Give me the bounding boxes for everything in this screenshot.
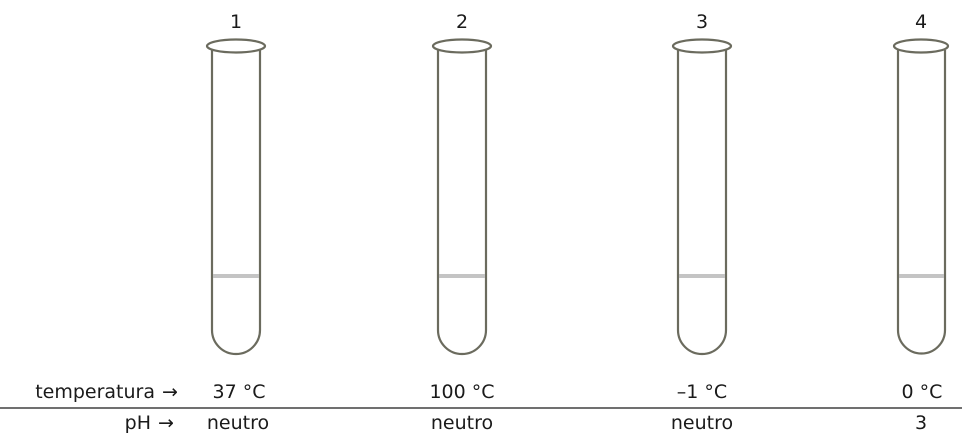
ph-value-2: neutro [431, 412, 493, 434]
tube-rim-3 [671, 38, 733, 54]
test-tube-3: 3 [671, 11, 733, 356]
temperature-arrow: → [162, 381, 178, 403]
ph-value-3: neutro [671, 412, 733, 434]
temperature-value-3: –1 °C [677, 381, 727, 403]
test-tube-2: 2 [431, 11, 493, 356]
temperature-row: temperatura → 37 °C 100 °C –1 °C 0 °C [35, 381, 942, 403]
ph-value-1: neutro [207, 412, 269, 434]
tube-body-1 [210, 50, 262, 356]
tube-number-4: 4 [915, 11, 927, 33]
tube-body-2 [436, 50, 488, 356]
ph-value-4: 3 [915, 412, 927, 434]
temperature-value-1: 37 °C [213, 381, 266, 403]
ph-arrow: → [158, 412, 174, 434]
temperature-row-label: temperatura [35, 381, 155, 403]
temperature-value-2: 100 °C [429, 381, 494, 403]
test-tube-1: 1 [205, 11, 267, 356]
tube-rim-4 [892, 38, 950, 54]
ph-row: pH → neutro neutro neutro 3 [125, 412, 927, 434]
tube-body-3 [676, 50, 728, 356]
tube-number-3: 3 [696, 11, 708, 33]
temperature-value-4: 0 °C [902, 381, 943, 403]
test-tube-4: 4 [892, 11, 950, 355]
ph-row-label: pH [125, 412, 151, 434]
tube-rim-1 [205, 38, 267, 54]
tube-number-2: 2 [456, 11, 468, 33]
tube-number-1: 1 [230, 11, 242, 33]
tube-rim-2 [431, 38, 493, 54]
tube-body-4 [896, 50, 947, 355]
